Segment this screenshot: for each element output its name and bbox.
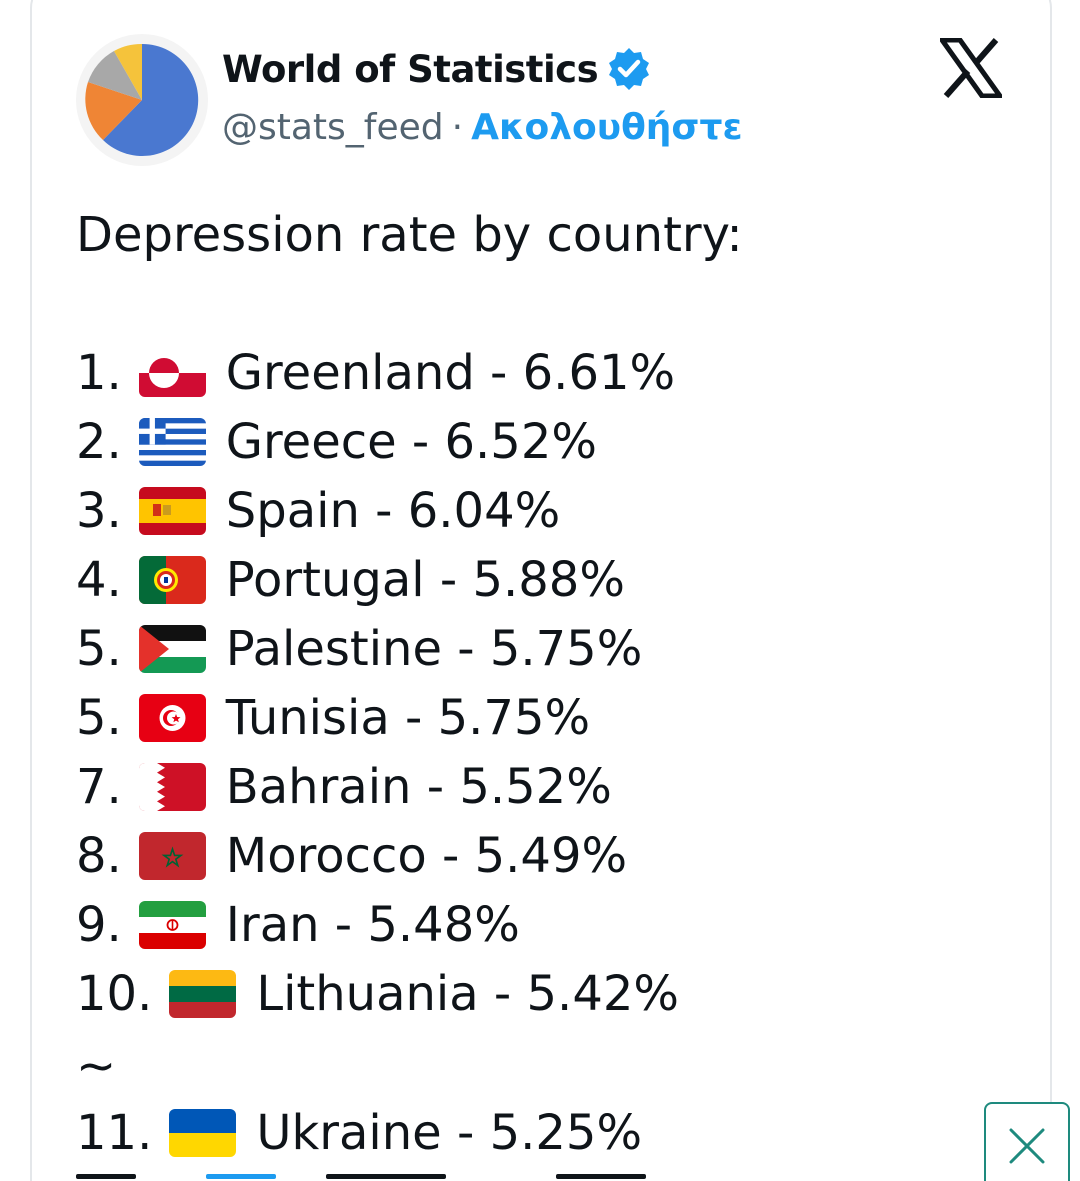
- greece-flag: [138, 418, 206, 466]
- iran-flag: [138, 901, 206, 949]
- list-item-rate: 5.25%: [489, 1105, 643, 1161]
- list-item: 1. Greenland - 6.61%: [76, 345, 676, 401]
- list-item-country: Palestine: [225, 621, 442, 677]
- list-item: 3. Spain - 6.04%: [76, 483, 561, 539]
- list-item: 7. Bahrain - 5.52%: [76, 759, 612, 815]
- list-item-rate: 5.52%: [459, 759, 612, 815]
- list-item-rank: 4.: [76, 552, 122, 608]
- list-item-country: Lithuania: [256, 966, 479, 1022]
- list-item: 11. Ukraine - 5.25%: [76, 1105, 643, 1161]
- palestine-flag: [138, 625, 206, 673]
- author-handle-row: @stats_feed · Ακολουθήστε: [222, 104, 742, 150]
- author-name-row[interactable]: World of Statistics: [222, 44, 652, 94]
- list-item-rate: 5.42%: [526, 966, 679, 1022]
- list-item-rank: 5.: [76, 690, 122, 746]
- list-item: 8. Morocco - 5.49%: [76, 828, 628, 884]
- spain-flag: [138, 487, 206, 535]
- list-item-rank: 1.: [76, 345, 122, 401]
- cropped-next-line: [76, 1170, 676, 1181]
- list-item-rank: 11.: [76, 1105, 153, 1161]
- list-item: 10. Lithuania - 5.42%: [76, 966, 679, 1022]
- x-logo-icon[interactable]: [940, 38, 1002, 98]
- list-item-country: Greece: [225, 414, 397, 470]
- list-item-country: Tunisia: [225, 690, 390, 746]
- handle-separator: ·: [451, 106, 464, 148]
- list-item-country: Spain: [225, 483, 360, 539]
- list-item: 5. Tunisia - 5.75%: [76, 690, 591, 746]
- list-item-country: Portugal: [225, 552, 425, 608]
- pie-chart-avatar[interactable]: [76, 34, 208, 166]
- list-item-country: Ukraine: [256, 1105, 442, 1161]
- list-item: 5. Palestine - 5.75%: [76, 621, 643, 677]
- list-item-rate: 5.48%: [367, 897, 520, 953]
- display-name[interactable]: World of Statistics: [222, 47, 599, 91]
- tweet-intro: Depression rate by country:: [76, 207, 743, 263]
- list-item-rate: 5.88%: [472, 552, 625, 608]
- list-item-rate: 6.61%: [522, 345, 676, 401]
- list-item-country: Greenland: [225, 345, 475, 401]
- greenland-flag: [138, 349, 206, 397]
- close-button[interactable]: [984, 1102, 1070, 1181]
- verified-badge-icon: [606, 46, 652, 92]
- list-item-country: Iran: [225, 897, 320, 953]
- list-item: 2. Greece - 6.52%: [76, 414, 597, 470]
- list-item-rank: 3.: [76, 483, 122, 539]
- list-item-rank: 7.: [76, 759, 122, 815]
- list-item-rank: 10.: [76, 966, 153, 1022]
- list-separator: ~: [76, 1038, 117, 1094]
- list-item-rank: 5.: [76, 621, 122, 677]
- list-item-rank: 8.: [76, 828, 122, 884]
- bahrain-flag: [138, 763, 206, 811]
- portugal-flag: [138, 556, 206, 604]
- list-item: 4. Portugal - 5.88%: [76, 552, 625, 608]
- list-item-rate: 5.49%: [474, 828, 628, 884]
- close-icon: [1007, 1126, 1047, 1166]
- list-item-rate: 6.52%: [444, 414, 597, 470]
- list-item-rate: 5.75%: [437, 690, 591, 746]
- ukraine-flag: [169, 1109, 237, 1157]
- lithuania-flag: [169, 970, 237, 1018]
- list-item: 9. Iran - 5.48%: [76, 897, 520, 953]
- list-item-country: Bahrain: [225, 759, 412, 815]
- list-item-rate: 5.75%: [489, 621, 643, 677]
- list-item-rank: 2.: [76, 414, 122, 470]
- list-item-rank: 9.: [76, 897, 122, 953]
- follow-button[interactable]: Ακολουθήστε: [471, 106, 743, 148]
- list-item-country: Morocco: [225, 828, 427, 884]
- list-item-rate: 6.04%: [407, 483, 561, 539]
- tunisia-flag: [138, 694, 206, 742]
- author-handle[interactable]: @stats_feed: [222, 106, 444, 148]
- morocco-flag: [138, 832, 206, 880]
